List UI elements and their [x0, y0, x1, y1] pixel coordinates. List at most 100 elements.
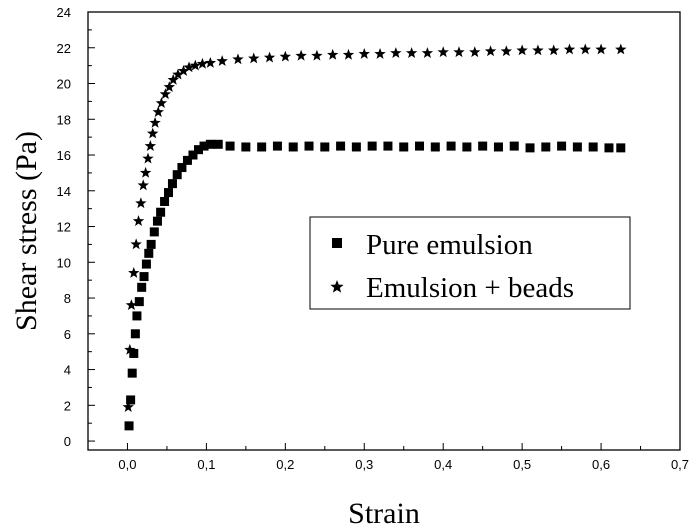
y-axis-title: Shear stress (Pa) [10, 131, 43, 331]
data-point-star [128, 267, 140, 278]
data-point-square [288, 142, 298, 152]
data-point-star [516, 44, 528, 56]
data-point-square [144, 248, 154, 258]
data-point-star [453, 46, 465, 58]
data-point-square [126, 395, 136, 405]
data-point-star [232, 53, 244, 65]
data-point-star [295, 49, 307, 61]
data-point-star [132, 215, 145, 227]
data-point-square [156, 207, 166, 217]
data-point-square [616, 143, 626, 153]
data-point-star [152, 106, 164, 117]
data-point-square [557, 141, 567, 151]
y-tick-label: 4 [64, 363, 71, 378]
data-point-star [469, 46, 481, 58]
data-point-star [155, 97, 168, 109]
legend-box [309, 216, 631, 310]
data-point-square [493, 142, 503, 152]
data-point-square [141, 259, 151, 269]
y-tick-label: 8 [64, 291, 71, 306]
data-point-star [147, 127, 159, 139]
data-point-star [311, 49, 323, 61]
data-point-star [159, 88, 172, 100]
data-point-square [604, 143, 614, 153]
data-point-square [525, 143, 535, 153]
data-point-star [122, 401, 134, 412]
data-point-star [595, 43, 607, 55]
data-point-square [127, 368, 137, 378]
data-point-star [135, 197, 147, 209]
data-point-star [216, 55, 228, 67]
data-point-star [163, 81, 176, 92]
data-point-star [615, 43, 627, 55]
data-point-star [189, 59, 202, 71]
data-point-square [320, 142, 330, 152]
data-point-square [304, 141, 314, 151]
x-axis: 0,0 0,1 0,2 0,3 0,4 0,5 0,6 0,7 [87, 443, 689, 472]
data-point-star [137, 179, 149, 191]
data-point-square [351, 142, 361, 152]
y-tick-label: 0 [64, 434, 71, 449]
data-point-square [399, 142, 409, 152]
data-point-square [430, 142, 440, 152]
data-point-square [225, 141, 235, 151]
x-tick-label: 0,2 [276, 457, 294, 472]
data-point-square [149, 227, 159, 237]
data-point-square [241, 142, 251, 152]
data-point-square [139, 272, 149, 282]
data-point-star [177, 65, 190, 76]
data-point-square [199, 141, 209, 151]
plot-area [122, 43, 627, 431]
y-tick-label: 20 [57, 77, 71, 92]
series-pure-emulsion [124, 139, 626, 431]
data-point-star [484, 45, 497, 57]
data-point-square [257, 142, 267, 152]
y-tick-label: 10 [57, 255, 71, 270]
x-axis-title: Strain [348, 497, 420, 527]
y-tick-label: 18 [57, 112, 71, 127]
data-point-square [130, 329, 140, 339]
y-tick-label: 14 [57, 184, 71, 199]
series-emulsion-beads [122, 43, 627, 412]
data-point-square [272, 141, 282, 151]
data-point-square [167, 179, 177, 189]
data-point-star [125, 299, 138, 311]
data-point-square [509, 141, 519, 151]
data-point-star [142, 152, 154, 164]
data-point-star [279, 50, 292, 62]
x-tick-label: 0,1 [197, 457, 215, 472]
x-tick-label: 0,3 [355, 457, 373, 472]
y-tick-label: 16 [57, 148, 71, 163]
data-point-square [134, 297, 144, 307]
data-point-star [248, 52, 260, 64]
data-point-star [405, 47, 418, 58]
x-tick-label: 0,5 [513, 457, 531, 472]
data-point-square [383, 141, 393, 151]
data-point-star [139, 166, 152, 178]
y-tick-label: 6 [64, 327, 71, 342]
x-tick-label: 0,4 [434, 457, 452, 472]
data-point-square [172, 170, 182, 180]
data-point-star [130, 238, 142, 250]
data-point-star [326, 48, 339, 60]
y-tick-label: 2 [64, 398, 71, 413]
data-point-square [415, 141, 425, 151]
data-point-star [548, 44, 560, 56]
legend-label-emulsion-beads: Emulsion + beads [366, 272, 574, 304]
data-point-square [160, 197, 170, 207]
data-point-star [563, 43, 576, 55]
y-tick-label: 12 [57, 220, 71, 235]
data-point-star [196, 57, 209, 69]
data-point-square [213, 139, 223, 149]
x-tick-label: 0,0 [118, 457, 136, 472]
data-point-square [367, 141, 377, 151]
data-point-square [194, 145, 204, 155]
data-point-star [144, 140, 157, 151]
data-point-star [579, 43, 591, 55]
data-point-star [149, 116, 161, 128]
data-point-square [146, 239, 156, 249]
x-tick-label: 0,6 [592, 457, 610, 472]
data-point-star [390, 47, 402, 58]
data-point-star [358, 48, 370, 59]
